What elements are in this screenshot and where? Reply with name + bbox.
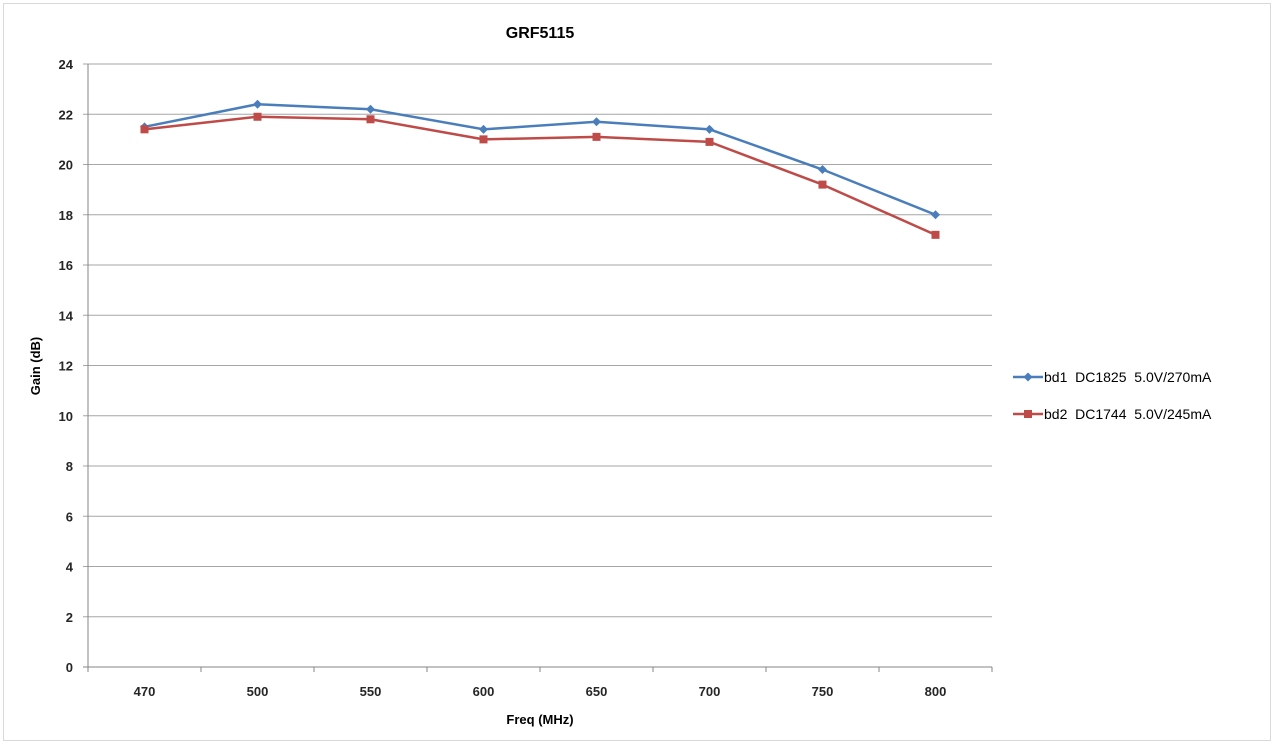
- y-tick-label: 4: [66, 560, 74, 575]
- series-line: [144, 115, 937, 236]
- y-axis-title: Gain (dB): [28, 337, 43, 396]
- y-tick-label: 10: [59, 409, 73, 424]
- legend-item: bd2 DC1744 5.0V/245mA: [1013, 406, 1212, 422]
- legend-marker: [1023, 372, 1033, 382]
- data-point: [253, 99, 262, 109]
- x-axis-tick-labels: 470 500 550 600 650 700 750 800: [134, 684, 947, 699]
- legend-item: bd1 DC1825 5.0V/270mA: [1013, 369, 1212, 385]
- x-tick-label: 500: [247, 684, 269, 699]
- series-2: [140, 112, 940, 239]
- y-tick-label: 16: [59, 258, 73, 273]
- legend-label: bd1 DC1825 5.0V/270mA: [1044, 369, 1212, 385]
- data-point: [705, 137, 714, 146]
- chart-title: GRF5115: [506, 25, 575, 42]
- x-tick-label: 470: [134, 684, 156, 699]
- y-tick-label: 12: [59, 359, 73, 374]
- y-tick-label: 24: [59, 57, 74, 72]
- y-tick-label: 2: [66, 610, 73, 625]
- data-point: [479, 124, 488, 134]
- data-point: [818, 165, 827, 175]
- data-point: [592, 132, 601, 141]
- series-line: [144, 102, 936, 216]
- x-axis-title: Freq (MHz): [506, 712, 573, 727]
- legend-marker: [1024, 410, 1032, 418]
- y-tick-label: 8: [66, 459, 73, 474]
- y-tick-label: 20: [59, 158, 73, 173]
- gridlines: [83, 63, 993, 672]
- series-layer: [140, 99, 940, 239]
- data-point: [140, 125, 149, 134]
- y-tick-label: 0: [66, 660, 73, 675]
- data-point: [592, 117, 601, 127]
- legend: bd1 DC1825 5.0V/270mA bd2 DC1744 5.0V/245…: [1013, 369, 1212, 422]
- y-tick-label: 14: [59, 308, 74, 323]
- data-point: [366, 104, 375, 114]
- data-point: [931, 230, 940, 239]
- data-point: [931, 210, 940, 220]
- x-tick-label: 550: [360, 684, 382, 699]
- x-tick-label: 800: [925, 684, 947, 699]
- chart-frame: [3, 3, 1271, 741]
- x-tick-label: 700: [699, 684, 721, 699]
- y-tick-label: 18: [59, 208, 73, 223]
- y-tick-label: 22: [59, 107, 73, 122]
- data-point: [366, 115, 375, 124]
- y-tick-label: 6: [66, 509, 73, 524]
- x-tick-label: 750: [812, 684, 834, 699]
- data-point: [818, 180, 827, 189]
- legend-label: bd2 DC1744 5.0V/245mA: [1044, 406, 1212, 422]
- data-point: [705, 124, 714, 134]
- data-point: [253, 112, 262, 121]
- x-tick-label: 600: [473, 684, 495, 699]
- series-1: [140, 99, 940, 220]
- x-tick-label: 650: [586, 684, 608, 699]
- data-point: [479, 135, 488, 144]
